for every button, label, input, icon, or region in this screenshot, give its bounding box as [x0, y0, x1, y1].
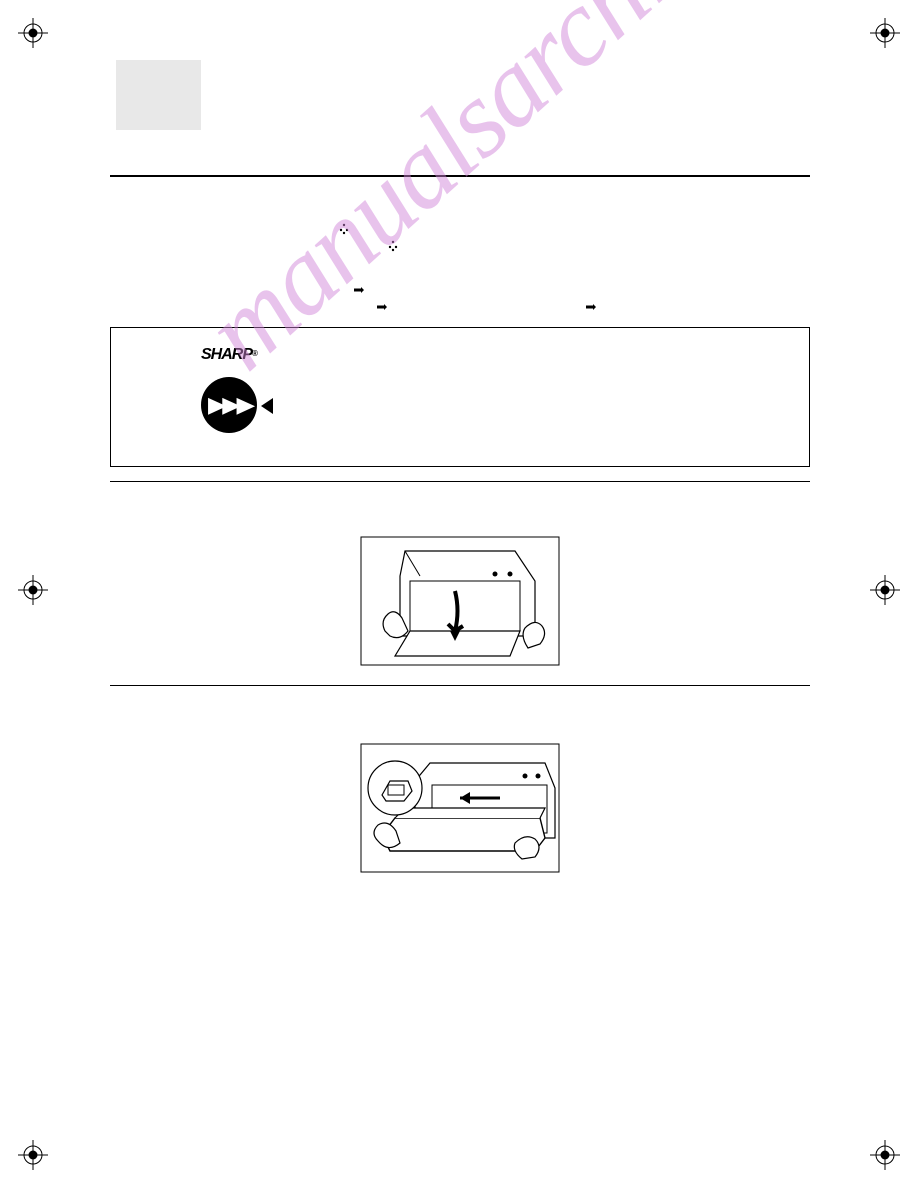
- reg-mark-icon: [18, 575, 48, 605]
- start-indicator-icon: [584, 300, 598, 314]
- divider: [110, 685, 810, 686]
- page-content: TD CARTRIDGE REPLACEMENT Be sure to use …: [110, 150, 810, 884]
- genuine-supplies-box: SHARP® ▶▶▶ For best copying results, be …: [110, 327, 810, 467]
- note-d: ) key to restart copying.: [601, 302, 715, 314]
- intro-line-2: When the TD cartridge replacement requir…: [110, 222, 810, 273]
- step-number: 1: [110, 496, 127, 530]
- reg-mark-icon: [870, 575, 900, 605]
- figure-open-cover: [110, 536, 810, 671]
- note-c: ) indicator will light up. Press the sta…: [392, 302, 581, 314]
- step-2: 2 Gently pull the TD cartridge out while…: [110, 700, 810, 737]
- intro2-a: When the TD cartridge replacement requir…: [110, 224, 334, 236]
- reg-mark-icon: [18, 1140, 48, 1170]
- genuine-text: For best copying results, be sure to use…: [306, 346, 789, 397]
- divider: [110, 175, 810, 177]
- step-number: 2: [110, 700, 127, 737]
- divider: [110, 481, 810, 482]
- footer-meta: AL-1252(U).book 19 ページ ２００５年１月２０日 木曜日 午後…: [290, 1129, 566, 1140]
- start-indicator-icon: [375, 300, 389, 314]
- step-1: 1 Open the front cover.: [110, 496, 810, 530]
- sharp-logo: SHARP®: [201, 346, 257, 364]
- start-indicator-icon: [352, 283, 366, 297]
- toner-indicator-icon: [386, 239, 400, 253]
- page-number: 19: [0, 1104, 918, 1118]
- step-2-title: Gently pull the TD cartridge out while p…: [143, 708, 546, 722]
- sharp-logo-text: SHARP: [201, 346, 252, 363]
- figure-pull-cartridge: [110, 743, 810, 878]
- step-2-subtext: Dispose of the old TD cartridge in accor…: [143, 725, 810, 737]
- note-a: During long copy run of a dark original,…: [110, 285, 348, 297]
- reg-mark-icon: [870, 18, 900, 48]
- genuine-seal-icon: ▶▶▶: [201, 370, 271, 440]
- section-title: TD CARTRIDGE REPLACEMENT: [110, 150, 810, 167]
- intro-line-1: Be sure to use only genuine SHARP parts …: [110, 195, 810, 212]
- step-title: Gently pull the TD cartridge out while p…: [143, 700, 810, 737]
- chapter-tab: [116, 60, 201, 130]
- registered-mark: ®: [252, 349, 257, 358]
- reg-mark-icon: [18, 18, 48, 48]
- reg-mark-icon: [870, 1140, 900, 1170]
- step-title: Open the front cover.: [143, 496, 810, 530]
- toner-indicator-icon: [337, 222, 351, 236]
- note-line: During long copy run of a dark original,…: [110, 283, 810, 317]
